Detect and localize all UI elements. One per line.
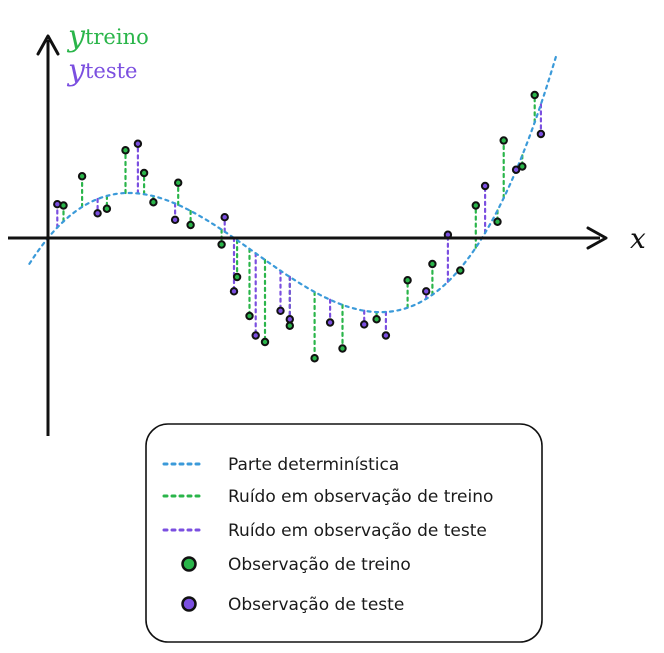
test-observation-point <box>325 318 335 327</box>
test-observation-point <box>536 129 546 139</box>
test-observation-point <box>229 287 239 296</box>
test-observation-point <box>276 306 285 315</box>
legend-box <box>145 423 543 643</box>
deterministic-curve <box>28 54 558 314</box>
axes: x ytreino yteste <box>8 19 646 436</box>
train-observation-point <box>217 240 226 249</box>
train-observation-point <box>186 220 195 230</box>
noise-lines <box>56 93 543 360</box>
legend: Parte determinística Ruído em observação… <box>145 423 543 643</box>
train-observation-point <box>518 162 527 171</box>
train-observation-point <box>285 321 294 330</box>
legend-label-train-noise: Ruído em observação de treino <box>228 487 493 507</box>
train-observation-point <box>338 344 347 353</box>
train-observation-point <box>499 136 508 145</box>
train-observation-point <box>471 201 480 210</box>
legend-label-test-noise: Ruído em observação de teste <box>228 521 487 541</box>
test-observation-point <box>133 139 143 148</box>
test-observation-point <box>381 331 391 340</box>
legend-label-test-point: Observação de teste <box>228 595 404 615</box>
train-observation-point <box>530 90 539 100</box>
train-observation-point <box>139 168 149 178</box>
test-observation-point <box>170 215 180 225</box>
train-observation-point <box>493 217 502 226</box>
test-observation-point <box>285 315 294 324</box>
x-axis-arrowhead <box>586 226 608 250</box>
plot-area <box>28 54 558 363</box>
x-axis-label: x <box>630 222 646 255</box>
observation-points <box>53 90 546 363</box>
test-observation-point <box>251 331 260 340</box>
train-observation-point <box>372 315 381 324</box>
train-observation-point <box>245 311 254 321</box>
test-observation-point <box>93 209 102 218</box>
train-observation-point <box>232 272 242 282</box>
train-observation-point <box>403 276 412 285</box>
train-observation-point <box>149 198 158 207</box>
train-observation-point <box>456 266 465 275</box>
test-observation-point <box>422 287 431 296</box>
test-observation-point <box>360 320 369 329</box>
train-observation-point <box>260 337 270 347</box>
y-train-label: ytreino <box>66 19 149 54</box>
test-observation-point <box>480 181 490 191</box>
legend-label-deterministic: Parte determinística <box>228 455 399 475</box>
test-observation-point <box>511 165 521 174</box>
test-observation-point <box>220 213 229 222</box>
train-observation-point <box>310 354 319 363</box>
legend-swatch-train-point <box>181 556 197 572</box>
legend-label-train-point: Observação de treino <box>228 555 411 575</box>
train-observation-point <box>102 204 112 213</box>
train-observation-point <box>121 146 130 155</box>
test-observation-point <box>53 200 62 209</box>
train-observation-point <box>77 172 87 181</box>
train-observation-point <box>428 259 437 269</box>
train-observation-point <box>174 178 183 187</box>
y-test-label: yteste <box>66 53 137 88</box>
y-axis-arrowhead <box>36 34 60 56</box>
legend-swatch-test-point <box>181 596 197 612</box>
